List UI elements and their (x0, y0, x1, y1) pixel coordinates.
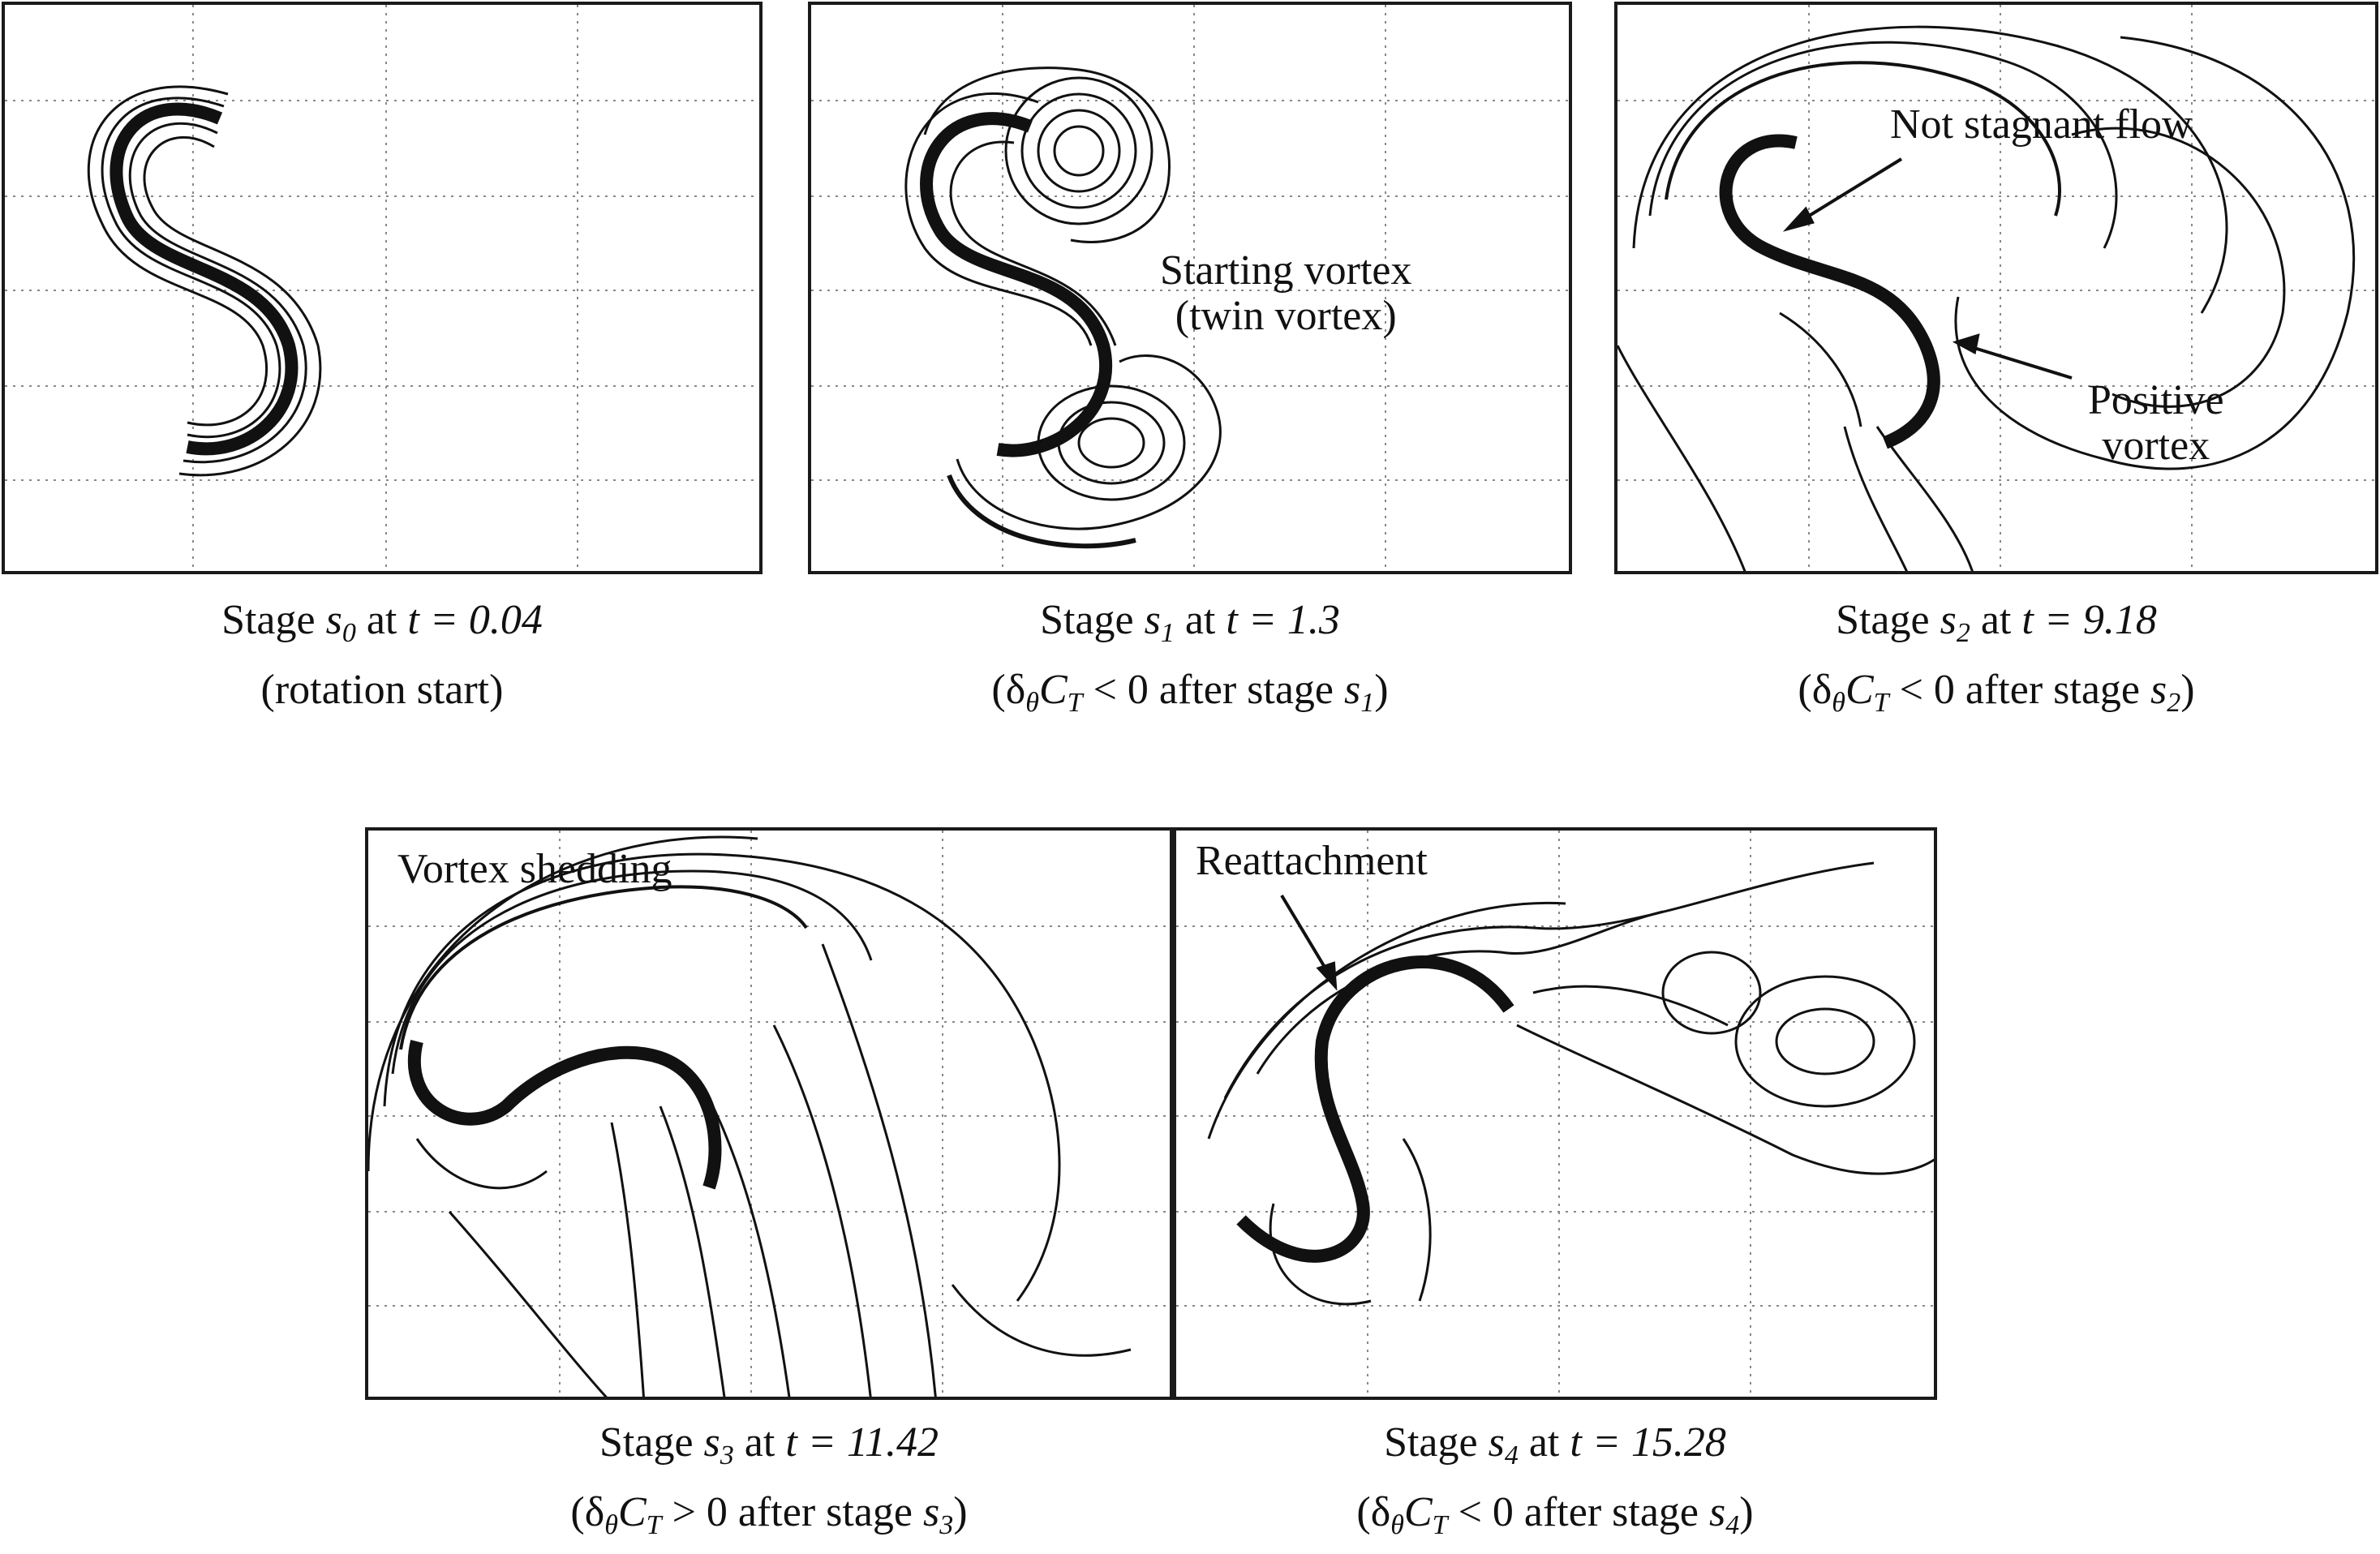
caption-title: Stage s0 at t = 0.04 (221, 597, 543, 648)
caption-title: Stage s1 at t = 1.3 (1040, 597, 1340, 648)
caption-note: (δθCT < 0 after stage s2) (1798, 667, 2195, 718)
vorticity-contours (368, 835, 1132, 1397)
caption-note: (δθCT < 0 after stage s4) (1356, 1489, 1754, 1540)
caption-note: (δθCT < 0 after stage s1) (991, 667, 1389, 718)
grid-lines (368, 831, 1170, 1397)
caption-note: (rotation start) (260, 667, 504, 713)
caption-stage-s3: Stage s3 at t = 11.42 (δθCT > 0 after st… (365, 1414, 1173, 1554)
vorticity-contours (904, 67, 1222, 549)
grid-lines (1176, 831, 1934, 1397)
grid-lines (1617, 5, 2375, 571)
caption-stage-s2: Stage s2 at t = 9.18 (δθCT < 0 after sta… (1614, 592, 2378, 732)
vorticity-contours (1617, 25, 2356, 571)
caption-stage-s0: Stage s0 at t = 0.04 (rotation start) (2, 592, 763, 719)
caption-stage-s1: Stage s1 at t = 1.3 (δθCT < 0 after stag… (808, 592, 1572, 732)
contour-plot-s4 (1176, 831, 1934, 1397)
contour-plot-s0 (5, 5, 759, 571)
panel-stage-s3: Vortex shedding (365, 827, 1173, 1400)
contour-plot-s3 (368, 831, 1170, 1397)
caption-title: Stage s3 at t = 11.42 (599, 1419, 939, 1470)
contour-plot-s1 (811, 5, 1569, 571)
annotation-starting-vortex: Starting vortex (twin vortex) (1160, 247, 1412, 339)
vorticity-contours (87, 85, 322, 477)
annotation-arrows (1782, 157, 2073, 380)
panel-stage-s0 (2, 2, 763, 574)
annotation-not-stagnant-flow: Not stagnant flow (1890, 101, 2193, 148)
annotation-vortex-shedding: Vortex shedding (397, 846, 672, 892)
grid-lines (5, 5, 759, 571)
caption-stage-s4: Stage s4 at t = 15.28 (δθCT < 0 after st… (1173, 1414, 1937, 1554)
caption-title: Stage s4 at t = 15.28 (1384, 1419, 1726, 1470)
vorticity-contours (1207, 861, 1934, 1306)
contour-plot-s2 (1617, 5, 2375, 571)
panel-stage-s4: Reattachment (1173, 827, 1937, 1400)
caption-title: Stage s2 at t = 9.18 (1836, 597, 2157, 648)
annotation-positive-vortex: Positive vortex (2088, 377, 2224, 469)
caption-note: (δθCT > 0 after stage s3) (570, 1489, 968, 1540)
annotation-arrow (1280, 894, 1338, 991)
panel-stage-s1: Starting vortex (twin vortex) (808, 2, 1572, 574)
panel-stage-s2: Not stagnant flow Positive vortex (1614, 2, 2378, 574)
annotation-reattachment: Reattachment (1196, 838, 1428, 884)
